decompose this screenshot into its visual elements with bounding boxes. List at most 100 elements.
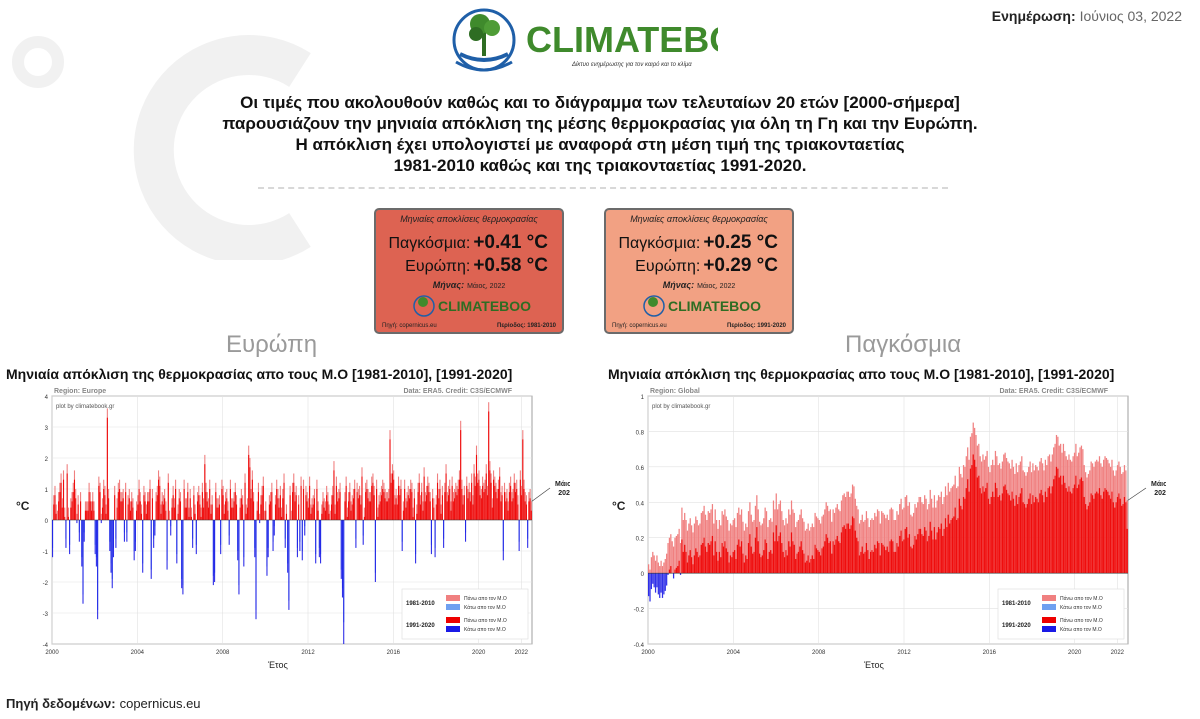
bar-1991-2020 [490,482,492,520]
bar-1981-2010 [804,530,807,574]
bar-1991-2020 [979,488,981,574]
card-europe-value: +0.58 °C [473,255,548,276]
bar-1991-2020 [955,520,958,574]
bar-1991-2020 [761,555,764,574]
bar-1991-2020 [931,530,933,574]
bar-1991-2020 [978,475,980,574]
bar-1991-2020 [245,513,247,520]
bar-1991-2020 [843,525,845,574]
bar-1991-2020 [142,520,144,573]
bar-1981-2010 [731,525,733,574]
bar-1991-2020 [1062,475,1065,574]
bar-1991-2020 [774,541,776,574]
bar-1991-2020 [105,513,107,520]
bar-1991-2020 [207,507,210,520]
y-tick-label: -2 [43,581,49,587]
bar-1981-2010 [678,528,680,574]
bar-1991-2020 [334,513,336,520]
bar-1991-2020 [313,498,316,520]
bar-1991-2020 [889,541,891,574]
bar-1991-2020 [965,488,967,574]
bar-1991-2020 [653,573,655,588]
bar-1981-2010 [771,521,773,574]
bar-1991-2020 [100,520,102,524]
legend-swatch [446,595,460,601]
bar-1991-2020 [355,520,357,548]
degree-celsius-watermark [12,35,311,260]
bar-1981-2010 [188,507,190,520]
bar-1981-2010 [674,537,676,574]
bar-1981-2010 [857,509,859,574]
bar-1991-2020 [808,562,811,574]
bar-1981-2010 [761,523,764,574]
bar-1991-2020 [1066,491,1069,574]
bar-1981-2010 [666,553,668,574]
bar-1991-2020 [910,546,912,574]
bar-1991-2020 [194,513,196,520]
bar-1991-2020 [919,528,922,574]
bar-1991-2020 [1103,491,1105,574]
bar-1991-2020 [312,504,314,520]
bar-1991-2020 [684,544,686,574]
bar-1991-2020 [1122,504,1124,574]
bar-1991-2020 [989,504,991,574]
bar-1991-2020 [1076,488,1078,574]
bar-1991-2020 [1065,488,1067,574]
card-climatebook-logo: CLIMATEBOOK [413,295,532,317]
bar-1991-2020 [426,495,428,520]
bar-1991-2020 [904,528,906,574]
bar-1991-2020 [393,479,395,520]
bar-1981-2010 [739,514,741,574]
bar-1981-2010 [377,507,379,520]
x-tick-label: 2022 [1111,650,1125,656]
bar-1991-2020 [1107,491,1109,574]
bar-1991-2020 [215,492,217,520]
bar-1991-2020 [974,459,976,574]
bar-1981-2010 [822,514,825,574]
bar-1991-2020 [435,504,437,520]
bar-1981-2010 [346,507,348,520]
bar-1991-2020 [659,573,661,598]
bar-1991-2020 [788,541,790,574]
y-tick-label: 4 [45,395,49,401]
bar-1981-2010 [670,534,672,574]
bar-1991-2020 [985,488,987,574]
x-tick-label: 2022 [515,650,529,656]
bar-1991-2020 [525,504,528,520]
bar-1991-2020 [439,489,441,520]
bar-1991-2020 [70,507,72,520]
bar-1991-2020 [418,482,420,520]
bar-1991-2020 [1025,507,1027,574]
bar-1991-2020 [262,485,264,520]
bar-1991-2020 [917,534,919,574]
bar-1981-2010 [868,527,870,574]
bar-1991-2020 [1010,500,1012,574]
bar-1991-2020 [987,498,990,574]
bar-1981-2010 [704,514,707,574]
bar-1981-2010 [691,525,693,574]
anomaly-card-1991-2020: Μηνιαίες αποκλίσεις θερμοκρασίας Παγκόσμ… [604,208,794,334]
bar-1991-2020 [73,479,76,520]
bar-1991-2020 [231,507,233,520]
bar-1991-2020 [921,534,923,574]
bar-1981-2010 [808,530,811,574]
bar-1991-2020 [203,507,205,520]
bar-1991-2020 [685,551,687,574]
bar-1991-2020 [376,489,378,520]
global-anomaly-chart: -0.4 -0.2 0 0.2 0.4 0.6 0.8 1 2000 2004 2008 2012 20… [612,388,1166,670]
bar-1991-2020 [446,501,448,520]
bar-1991-2020 [292,492,294,520]
bar-1991-2020 [770,550,772,574]
bar-1991-2020 [722,546,725,574]
bar-1991-2020 [482,485,484,520]
bar-1981-2010 [689,518,691,574]
card-period: Περίοδος: 1991-2020 [726,323,786,329]
bar-1981-2010 [76,513,78,520]
bar-1991-2020 [899,535,901,574]
bar-1991-2020 [441,495,443,520]
bar-1991-2020 [340,520,342,579]
bar-1991-2020 [675,567,677,574]
bar-1991-2020 [703,537,705,574]
bar-1991-2020 [249,467,251,520]
bar-1991-2020 [667,573,669,575]
